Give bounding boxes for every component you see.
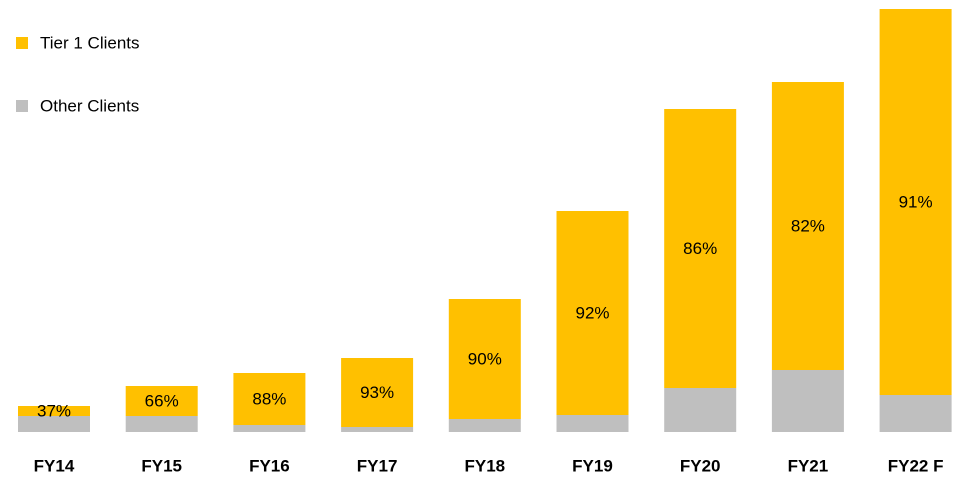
- data-label: 82%: [791, 216, 825, 235]
- bar-segment: [125, 386, 198, 416]
- data-label: 93%: [360, 383, 394, 402]
- data-label: 88%: [252, 389, 286, 408]
- data-label: 86%: [683, 239, 717, 258]
- bar-segment: [879, 9, 952, 395]
- bar-segment: [879, 395, 952, 432]
- data-label: 66%: [145, 391, 179, 410]
- x-tick-label: FY19: [572, 456, 613, 475]
- legend-label: Tier 1 Clients: [40, 33, 140, 52]
- x-tick-label: FY21: [788, 456, 829, 475]
- bar-segment: [664, 388, 737, 432]
- x-tick-label: FY15: [141, 456, 182, 475]
- bar-segment: [556, 415, 629, 432]
- bar-segment: [233, 425, 306, 432]
- x-tick-label: FY18: [464, 456, 505, 475]
- bar-segment: [341, 427, 414, 432]
- legend-swatch: [16, 37, 28, 49]
- bar-segment: [664, 109, 737, 388]
- x-tick-label: FY14: [34, 456, 75, 475]
- bar-segment: [125, 416, 198, 432]
- bar-segment: [771, 82, 844, 370]
- bar-segment: [18, 406, 90, 416]
- data-label: 37%: [37, 401, 71, 420]
- bar-segment: [448, 419, 521, 432]
- bar-segment: [556, 211, 629, 415]
- data-label: 91%: [899, 192, 933, 211]
- x-tick-label: FY20: [680, 456, 721, 475]
- bar-segment: [448, 299, 521, 419]
- bar-segment: [233, 373, 306, 425]
- data-label: 92%: [575, 303, 609, 322]
- data-label: 90%: [468, 349, 502, 368]
- bar-segment: [18, 416, 90, 432]
- x-tick-label: FY22 F: [888, 456, 944, 475]
- legend-label: Other Clients: [40, 96, 139, 115]
- x-tick-label: FY16: [249, 456, 290, 475]
- bar-segment: [771, 370, 844, 432]
- legend-swatch: [16, 100, 28, 112]
- bar-segment: [341, 358, 414, 427]
- x-tick-label: FY17: [357, 456, 398, 475]
